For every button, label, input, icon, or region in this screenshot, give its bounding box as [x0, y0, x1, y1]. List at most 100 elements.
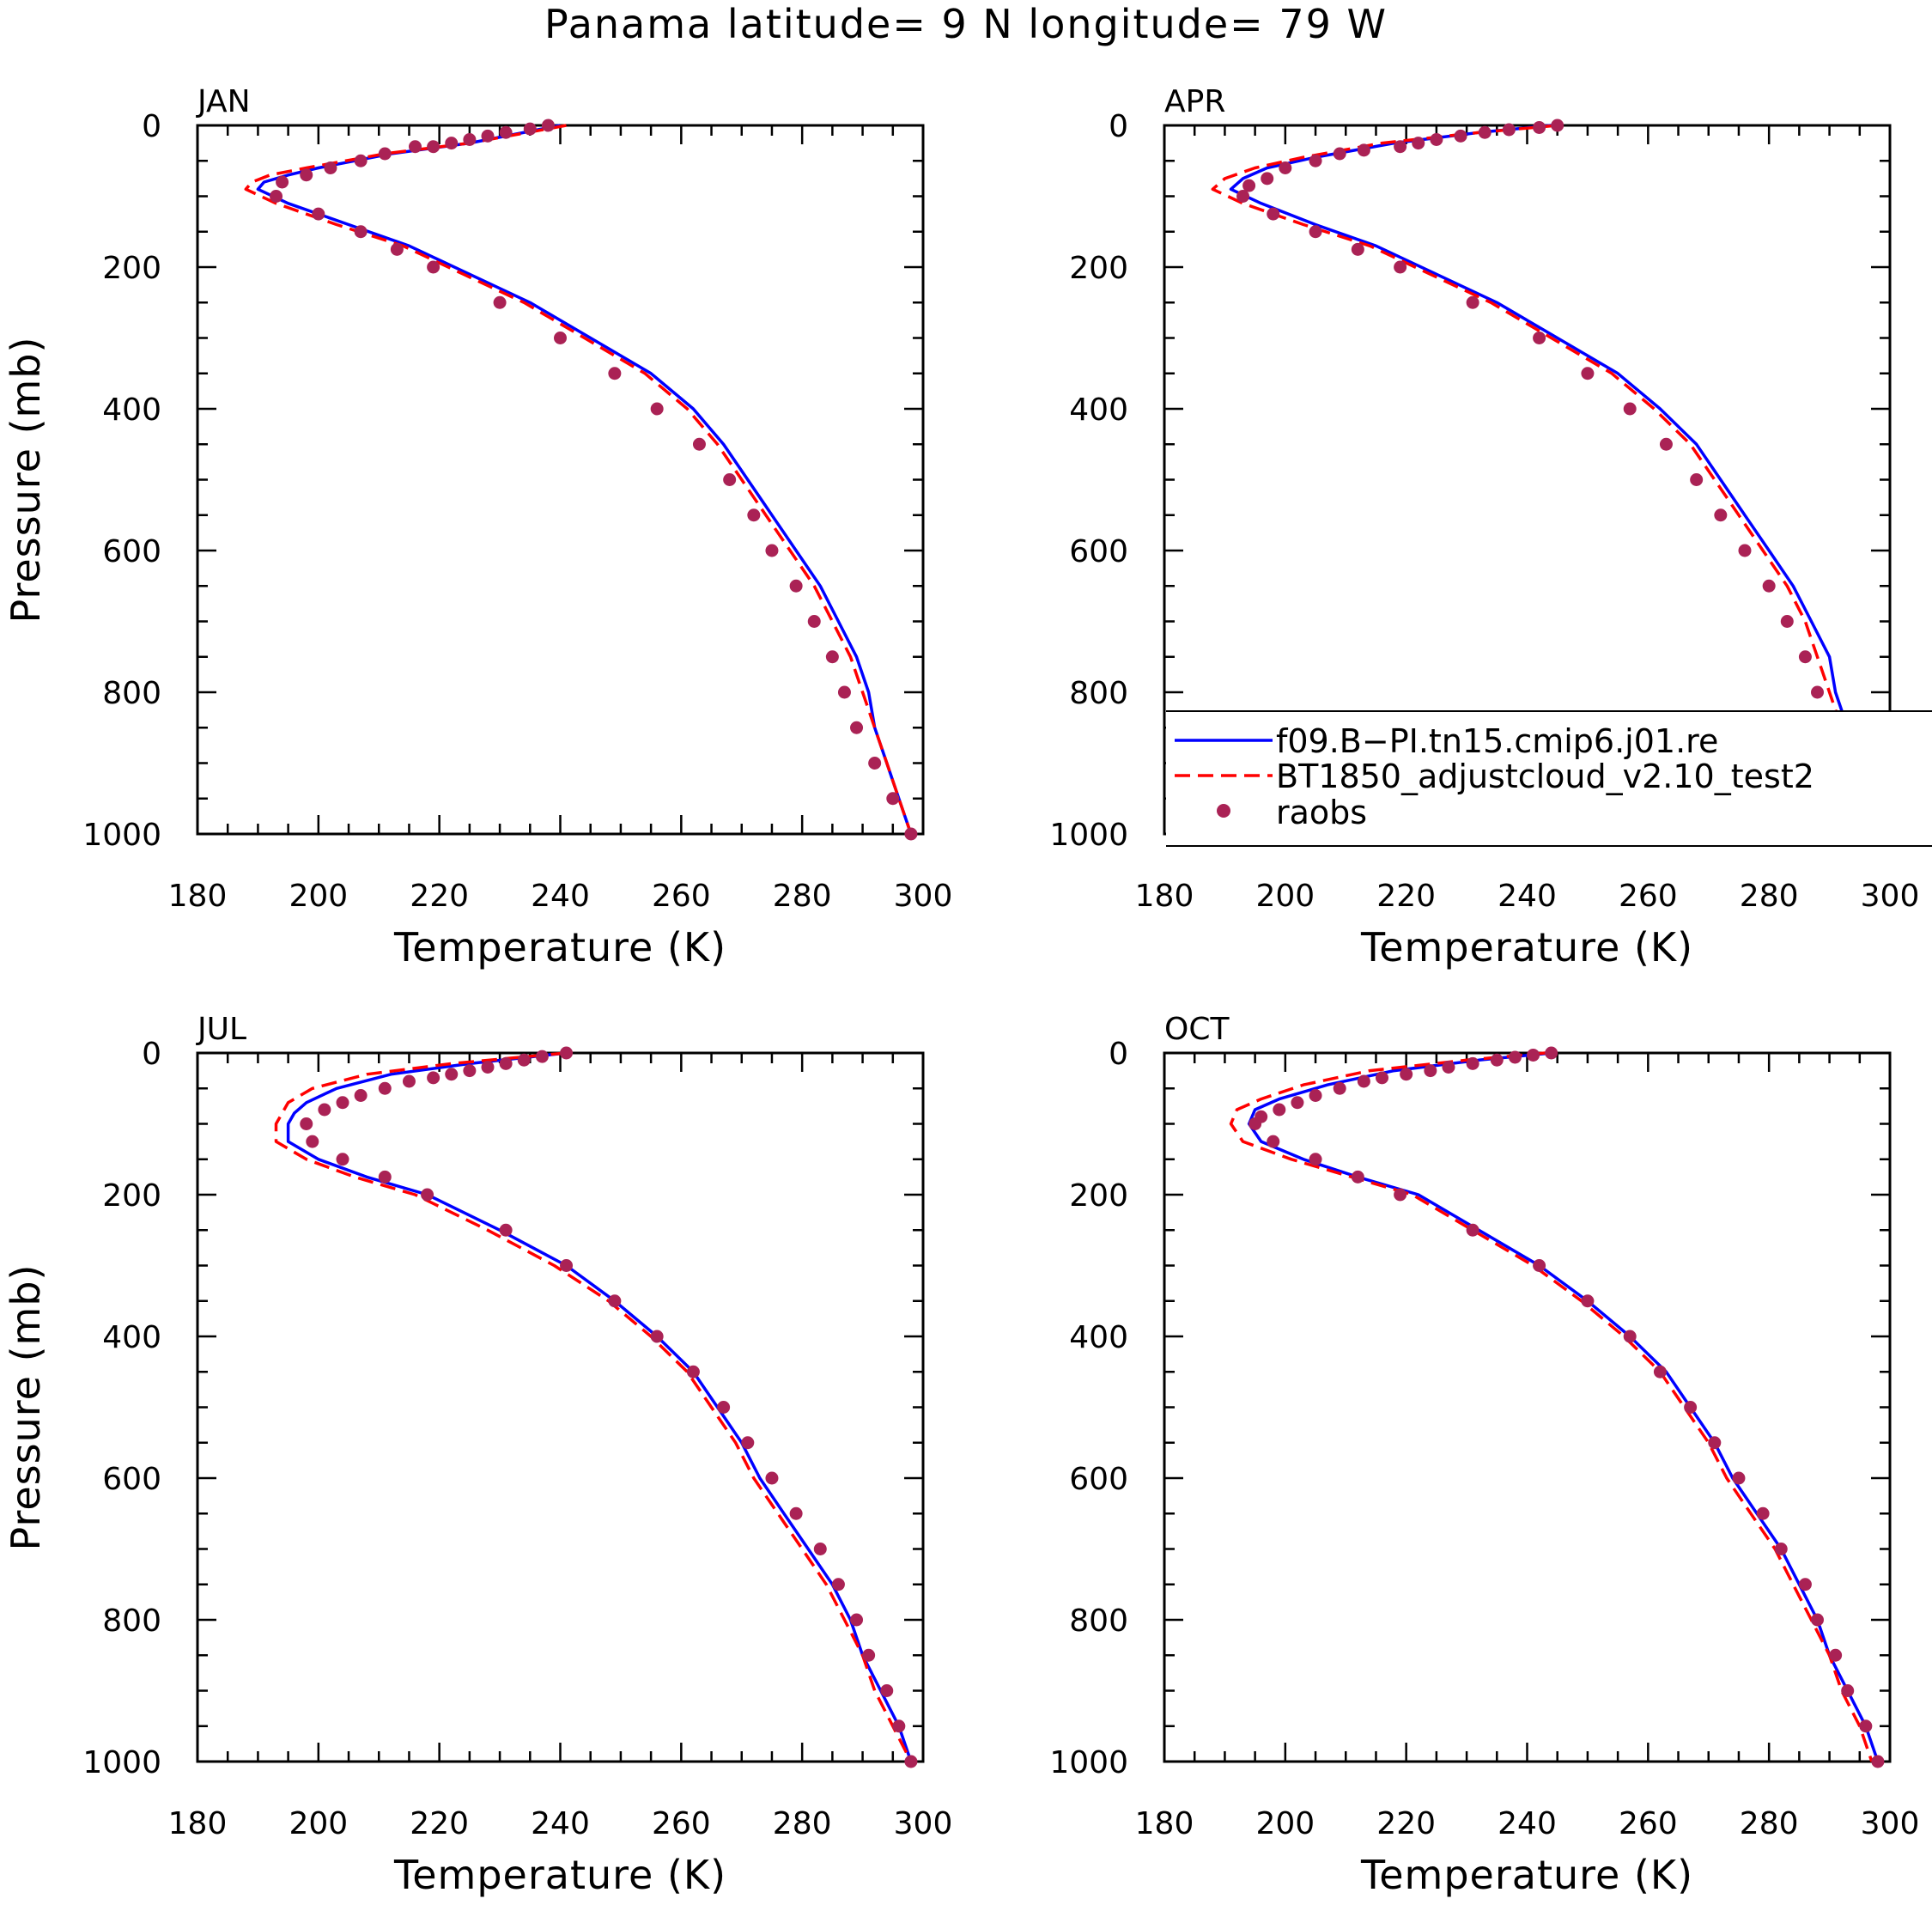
y-tick-label: 600	[1069, 534, 1128, 569]
raobs-point	[1442, 1061, 1455, 1074]
raobs-point	[904, 827, 918, 841]
raobs-point	[1394, 260, 1407, 274]
raobs-point	[463, 1064, 477, 1078]
raobs-point	[390, 242, 404, 256]
raobs-point	[1508, 1050, 1522, 1064]
raobs-point	[409, 140, 422, 154]
raobs-point	[1545, 1046, 1558, 1060]
raobs-point	[300, 1117, 313, 1130]
x-tick-label: 260	[652, 879, 711, 914]
panel-label: APR	[1164, 84, 1225, 119]
raobs-point	[1357, 143, 1370, 157]
f09-line	[286, 1051, 913, 1762]
raobs-point	[421, 1188, 434, 1202]
raobs-point	[1412, 137, 1425, 150]
x-tick-label: 300	[894, 879, 953, 914]
x-tick-label: 220	[1376, 879, 1436, 914]
raobs-point	[1309, 225, 1322, 239]
f09-line	[1247, 1051, 1880, 1762]
x-tick-label: 240	[531, 879, 590, 914]
raobs-point	[1466, 1223, 1479, 1237]
raobs-point	[312, 207, 325, 221]
raobs-point	[608, 367, 622, 380]
x-tick-label: 240	[1498, 1806, 1557, 1841]
raobs-point	[427, 260, 440, 274]
raobs-point	[1291, 1096, 1304, 1110]
legend-label: raobs	[1276, 794, 1367, 831]
legend-background	[1166, 712, 1932, 845]
raobs-point	[789, 579, 803, 593]
raobs-point	[378, 147, 392, 161]
y-tick-label: 0	[142, 1037, 161, 1072]
legend-swatch-marker	[1217, 804, 1230, 818]
x-tick-label: 200	[289, 879, 348, 914]
raobs-point	[1762, 579, 1776, 593]
raobs-point	[904, 1755, 918, 1768]
y-tick-label: 1000	[82, 1745, 161, 1780]
x-tick-label: 180	[1135, 1806, 1194, 1841]
raobs-point	[499, 1223, 513, 1237]
raobs-point	[850, 721, 864, 734]
raobs-point	[1267, 1135, 1280, 1148]
y-tick-label: 200	[1069, 1178, 1128, 1214]
raobs-point	[354, 225, 368, 239]
y-tick-label: 400	[102, 393, 161, 428]
x-axis-label: Temperature (K)	[393, 1852, 726, 1898]
raobs-point	[336, 1153, 349, 1166]
raobs-point	[560, 1046, 574, 1060]
y-tick-label: 800	[102, 1604, 161, 1639]
raobs-point	[402, 1074, 416, 1088]
raobs-point	[837, 685, 851, 699]
series-group	[244, 119, 918, 841]
raobs-point	[850, 1613, 864, 1627]
raobs-point	[1714, 508, 1728, 522]
y-tick-label: 800	[1069, 1604, 1128, 1639]
raobs-point	[862, 1648, 876, 1662]
series-group	[274, 1046, 918, 1768]
raobs-point	[517, 1053, 531, 1067]
raobs-point	[1871, 1755, 1885, 1768]
x-tick-label: 180	[1135, 879, 1194, 914]
f09-line	[1229, 124, 1892, 835]
x-axis-label: Temperature (K)	[393, 924, 726, 971]
raobs-point	[1466, 295, 1479, 309]
raobs-point	[300, 168, 313, 182]
y-tick-label: 400	[1069, 393, 1128, 428]
y-tick-label: 200	[102, 251, 161, 286]
raobs-point	[445, 137, 459, 150]
raobs-point	[1490, 1053, 1504, 1067]
raobs-point	[1859, 1719, 1873, 1733]
x-tick-label: 220	[1376, 1806, 1436, 1841]
raobs-point	[493, 295, 507, 309]
raobs-point	[354, 154, 368, 167]
x-tick-label: 260	[1619, 1806, 1678, 1841]
x-tick-label: 300	[1861, 879, 1920, 914]
panel-label: JUL	[196, 1012, 246, 1047]
raobs-point	[1551, 119, 1564, 132]
raobs-point	[1357, 1074, 1370, 1088]
series-group	[1229, 1046, 1885, 1768]
y-tick-label: 800	[1069, 676, 1128, 711]
raobs-point	[336, 1096, 349, 1110]
raobs-point	[354, 1089, 368, 1102]
y-axis-label: Pressure (mb)	[3, 1264, 49, 1551]
raobs-point	[1738, 544, 1752, 557]
raobs-point	[1424, 1064, 1437, 1078]
raobs-point	[1533, 1259, 1546, 1272]
raobs-point	[1249, 1117, 1262, 1130]
raobs-point	[765, 1471, 779, 1485]
x-tick-label: 220	[410, 1806, 469, 1841]
panel-label: JAN	[196, 84, 251, 119]
raobs-point	[1653, 1365, 1667, 1378]
raobs-point	[1841, 1684, 1855, 1697]
x-tick-label: 180	[168, 1806, 228, 1841]
raobs-point	[463, 133, 477, 146]
raobs-point	[1376, 1071, 1388, 1085]
y-tick-label: 600	[1069, 1462, 1128, 1497]
raobs-point	[1623, 1330, 1637, 1343]
y-tick-label: 200	[1069, 251, 1128, 286]
